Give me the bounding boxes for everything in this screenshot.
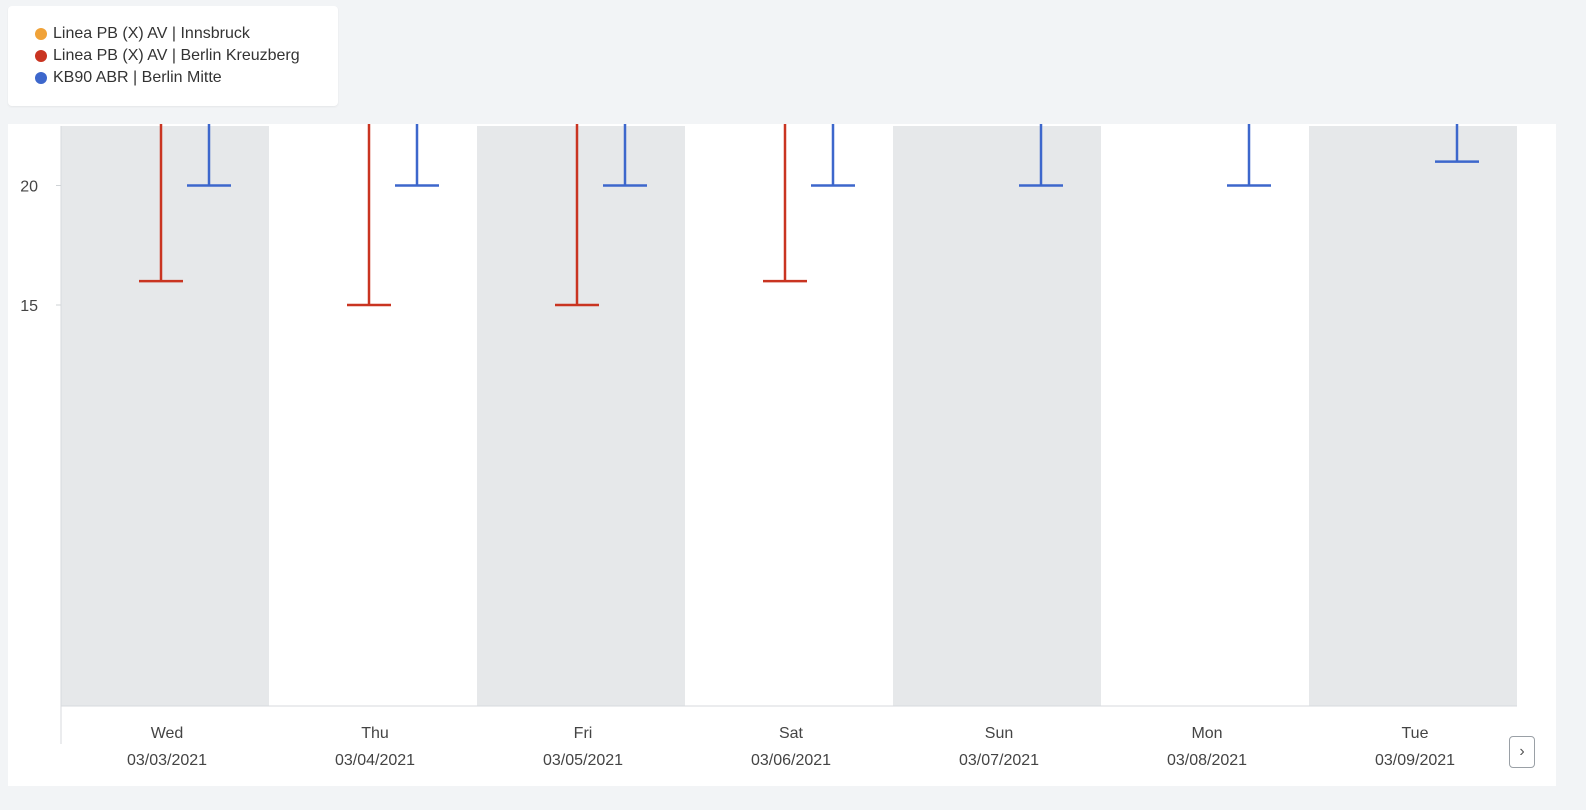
day-band [269, 126, 477, 706]
y-tick-label: 20 [20, 179, 38, 196]
legend-dot-icon [35, 50, 47, 62]
x-day-label: Wed [151, 725, 184, 742]
legend-item-mitte[interactable]: KB90 ABR | Berlin Mitte [35, 67, 338, 89]
box-plot-chart: 152025303540455055Wed03/03/2021Thu03/04/… [20, 124, 1517, 769]
x-day-label: Fri [574, 725, 593, 742]
x-day-label: Thu [361, 725, 389, 742]
legend-dot-icon [35, 28, 47, 40]
x-day-label: Mon [1191, 725, 1222, 742]
x-day-label: Sat [779, 725, 804, 742]
x-date-label: 03/07/2021 [959, 752, 1039, 769]
x-date-label: 03/09/2021 [1375, 752, 1455, 769]
legend-label: Linea PB (X) AV | Innsbruck [53, 25, 250, 42]
y-tick-label: 15 [20, 298, 38, 315]
day-band [1309, 126, 1517, 706]
day-band [685, 126, 893, 706]
legend-item-kreuzberg[interactable]: Linea PB (X) AV | Berlin Kreuzberg [35, 45, 338, 67]
day-band [477, 126, 685, 706]
day-band [61, 126, 269, 706]
x-day-label: Sun [985, 725, 1013, 742]
legend-label: Linea PB (X) AV | Berlin Kreuzberg [53, 47, 300, 64]
day-band [1101, 126, 1309, 706]
x-date-label: 03/06/2021 [751, 752, 831, 769]
chevron-right-icon: › [1519, 743, 1525, 760]
x-date-label: 03/03/2021 [127, 752, 207, 769]
legend-label: KB90 ABR | Berlin Mitte [53, 69, 222, 86]
x-date-label: 03/05/2021 [543, 752, 623, 769]
next-page-button[interactable]: › [1509, 736, 1535, 768]
x-date-label: 03/04/2021 [335, 752, 415, 769]
x-date-label: 03/08/2021 [1167, 752, 1247, 769]
day-band [893, 126, 1101, 706]
chart-legend: Linea PB (X) AV | Innsbruck Linea PB (X)… [8, 6, 338, 106]
chart-panel: 152025303540455055Wed03/03/2021Thu03/04/… [8, 124, 1556, 786]
legend-item-innsbruck[interactable]: Linea PB (X) AV | Innsbruck [35, 23, 338, 45]
x-day-label: Tue [1402, 725, 1429, 742]
legend-dot-icon [35, 72, 47, 84]
